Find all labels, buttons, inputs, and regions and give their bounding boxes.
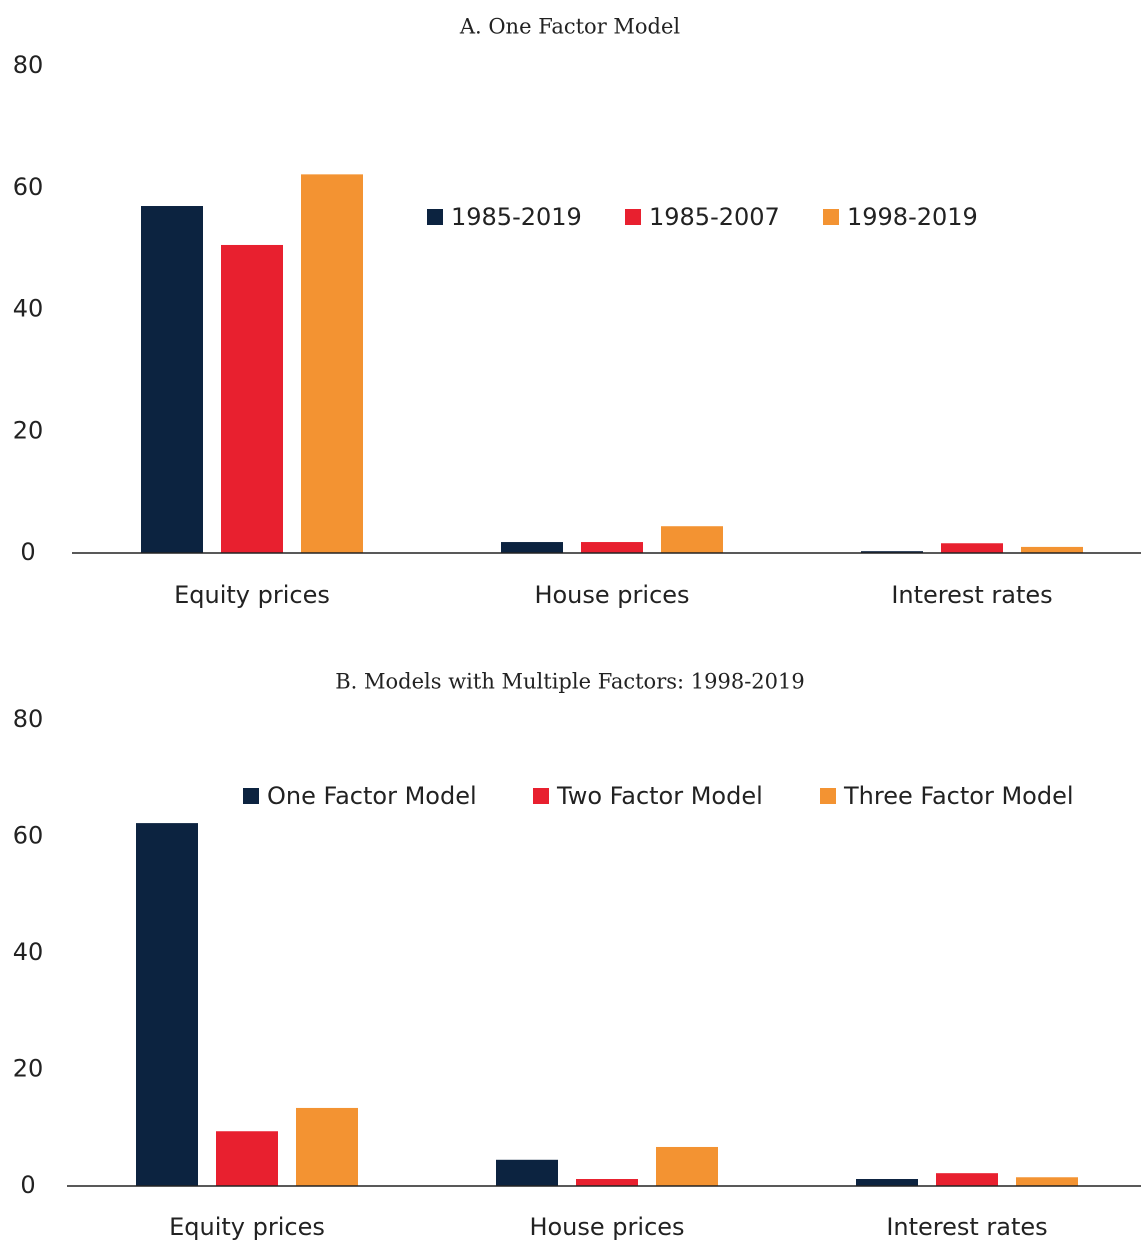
- y-tick-label: 80: [13, 51, 44, 79]
- bar: [581, 542, 643, 553]
- bar: [1016, 1177, 1078, 1186]
- bar: [296, 1107, 358, 1186]
- legend-swatch: [533, 788, 549, 804]
- x-tick-label: Equity prices: [169, 1213, 325, 1241]
- bar: [861, 551, 923, 553]
- y-tick-label: 60: [13, 173, 44, 201]
- legend-label: 1998-2019: [847, 203, 978, 231]
- chart-title: A. One Factor Model: [459, 15, 681, 39]
- legend-swatch: [625, 209, 641, 225]
- y-tick-label: 0: [20, 1171, 35, 1199]
- legend-swatch: [243, 788, 259, 804]
- legend-swatch: [427, 209, 443, 225]
- legend-label: Three Factor Model: [843, 782, 1074, 810]
- y-tick-label: 60: [13, 822, 44, 850]
- bar: [941, 543, 1003, 553]
- legend-swatch: [820, 788, 836, 804]
- legend-label: One Factor Model: [267, 782, 477, 810]
- legend-swatch: [823, 209, 839, 225]
- bar: [661, 526, 723, 553]
- legend-label: 1985-2019: [451, 203, 582, 231]
- bar: [136, 823, 198, 1186]
- x-tick-label: Interest rates: [891, 581, 1052, 609]
- y-tick-label: 0: [20, 538, 35, 566]
- bar: [856, 1179, 918, 1186]
- y-tick-label: 40: [13, 295, 44, 323]
- bar: [496, 1159, 558, 1186]
- bar: [141, 206, 203, 553]
- x-tick-label: House prices: [534, 581, 689, 609]
- bar: [221, 244, 283, 553]
- bar: [656, 1146, 718, 1186]
- y-tick-label: 40: [13, 938, 44, 966]
- x-tick-label: House prices: [529, 1213, 684, 1241]
- y-tick-label: 20: [13, 1055, 44, 1083]
- bar: [576, 1179, 638, 1186]
- legend-label: Two Factor Model: [556, 782, 763, 810]
- x-tick-label: Interest rates: [886, 1213, 1047, 1241]
- y-tick-label: 80: [13, 705, 44, 733]
- bar: [936, 1173, 998, 1186]
- bar: [301, 174, 363, 554]
- legend-label: 1985-2007: [649, 203, 780, 231]
- bar: [501, 542, 563, 553]
- chart-title: B. Models with Multiple Factors: 1998-20…: [335, 670, 805, 694]
- bar: [1021, 546, 1083, 553]
- bar: [216, 1131, 278, 1186]
- y-tick-label: 20: [13, 416, 44, 444]
- x-tick-label: Equity prices: [174, 581, 330, 609]
